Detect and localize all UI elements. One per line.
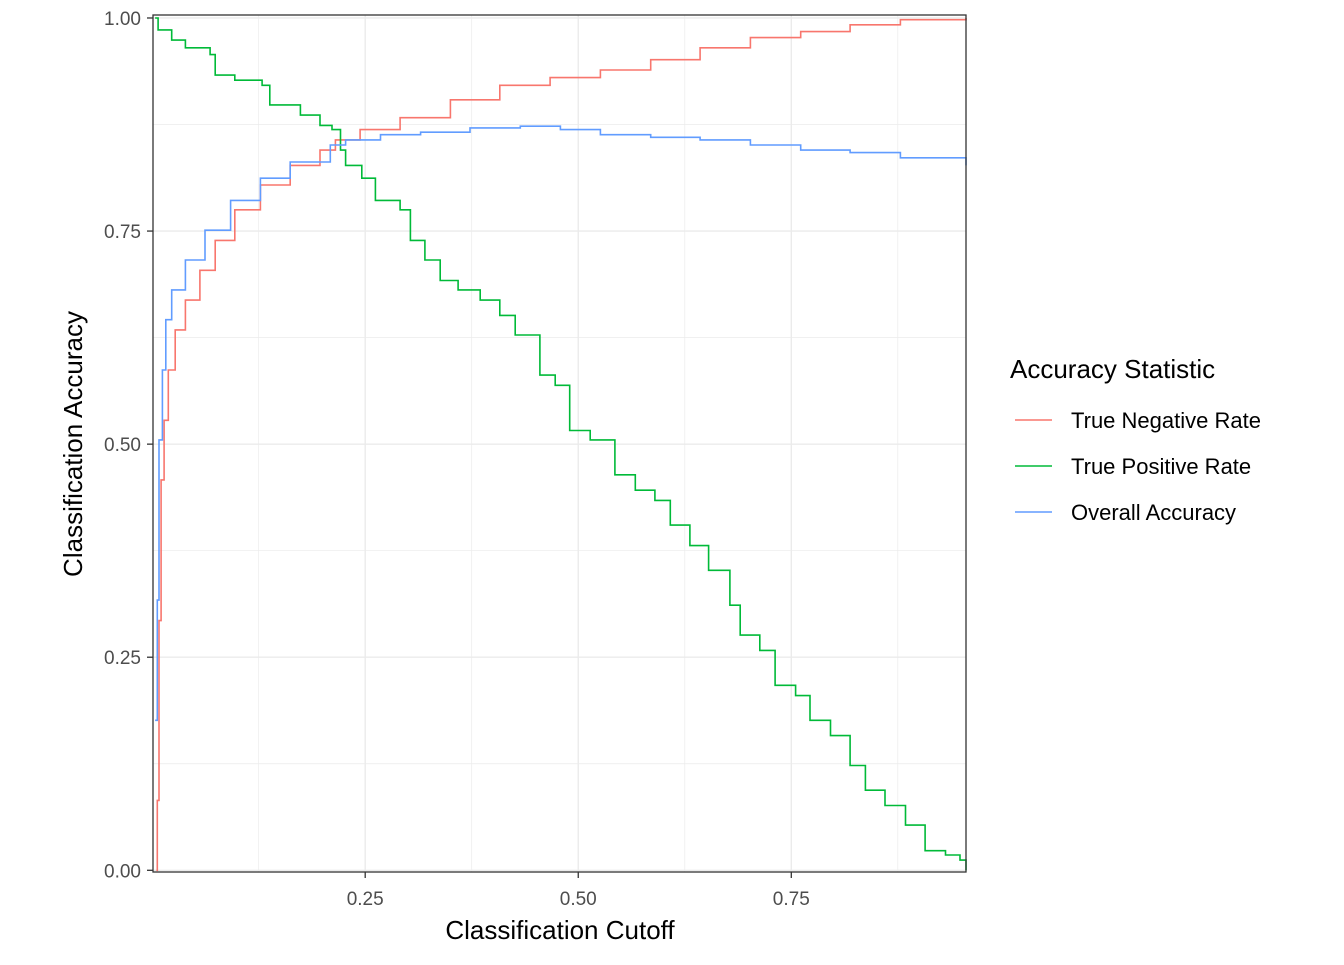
- legend-label: Overall Accuracy: [1071, 500, 1236, 525]
- y-tick-label: 0.25: [104, 648, 141, 669]
- x-tick-label: 0.50: [560, 889, 597, 910]
- x-axis-title: Classification Cutoff: [445, 915, 675, 945]
- y-tick-label: 1.00: [104, 9, 141, 30]
- grid-lines: [153, 15, 966, 872]
- legend-title: Accuracy Statistic: [1010, 354, 1215, 384]
- y-axis-title: Classification Accuracy: [58, 311, 88, 577]
- series-lines: [155, 17, 967, 872]
- y-tick-label: 0.75: [104, 222, 141, 243]
- y-tick-label: 0.50: [104, 435, 141, 456]
- legend-label: True Negative Rate: [1071, 408, 1261, 433]
- series-line-overall-accuracy: [155, 125, 967, 722]
- x-tick-label: 0.75: [773, 889, 810, 910]
- legend-label: True Positive Rate: [1071, 454, 1251, 479]
- x-tick-label: 0.25: [347, 889, 384, 910]
- axis-ticks: 0.25 0.50 0.75 0.00 0.25 0.50 0.75 1.00: [104, 9, 810, 910]
- legend: Accuracy Statistic True Negative Rate Tru…: [1010, 354, 1261, 525]
- series-line-true-negative-rate: [156, 18, 967, 872]
- series-line-true-positive-rate: [155, 17, 967, 871]
- y-tick-label: 0.00: [104, 861, 141, 882]
